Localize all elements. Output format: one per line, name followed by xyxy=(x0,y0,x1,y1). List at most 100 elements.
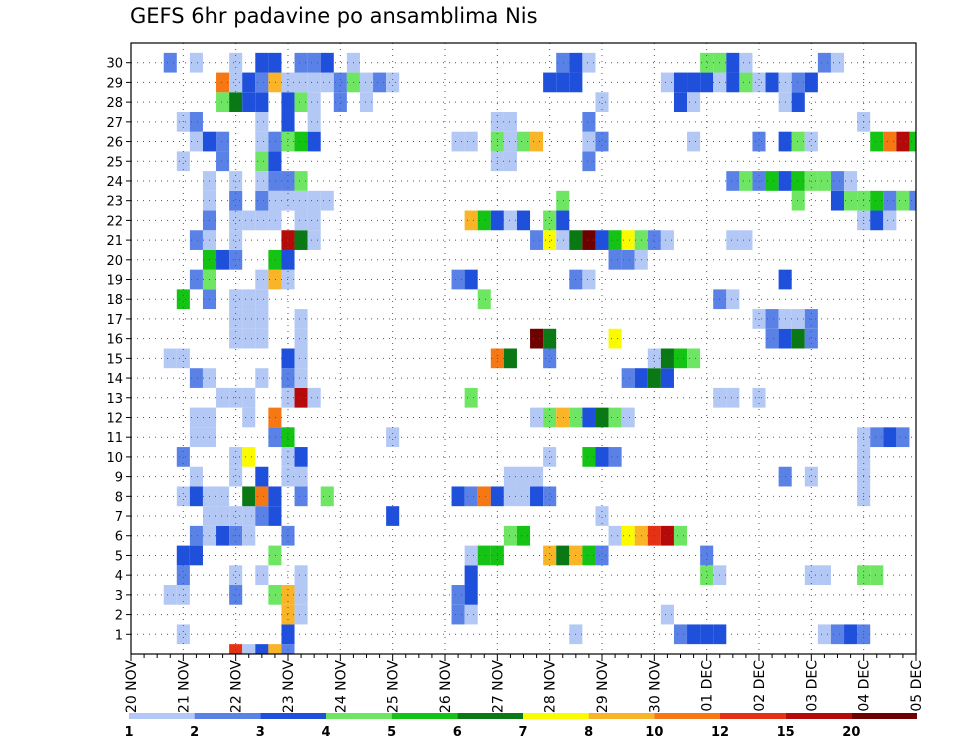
heatmap-cell xyxy=(307,210,321,231)
heatmap-cell xyxy=(294,604,308,625)
heatmap-cell xyxy=(791,171,805,191)
heatmap-cell xyxy=(687,131,701,152)
heatmap-cell xyxy=(242,525,256,546)
heatmap-cell xyxy=(647,368,661,388)
heatmap-cell xyxy=(739,52,753,73)
heatmap-cell xyxy=(608,447,622,467)
heatmap-cell xyxy=(582,230,596,250)
heatmap-cell xyxy=(294,131,308,152)
heatmap-cell xyxy=(595,545,609,566)
heatmap-cell xyxy=(660,230,674,250)
heatmap-cell xyxy=(621,230,635,250)
heatmap-cell xyxy=(608,230,622,250)
legend-label: 3 xyxy=(256,725,265,740)
legend-swatch xyxy=(391,713,458,719)
y-tick-label: 11 xyxy=(106,431,123,446)
heatmap-cell xyxy=(687,624,701,645)
heatmap-cell xyxy=(189,545,203,566)
heatmap-cell xyxy=(739,72,753,93)
heatmap-cell xyxy=(530,230,544,250)
heatmap-cell xyxy=(896,427,910,448)
legend-label: 5 xyxy=(387,725,396,740)
x-tick-label: 25 NOV xyxy=(386,660,402,714)
heatmap-cell xyxy=(595,92,609,112)
heatmap-cell xyxy=(516,210,531,231)
y-tick-label: 15 xyxy=(106,352,123,367)
heatmap-cell xyxy=(726,171,740,191)
y-tick-label: 12 xyxy=(106,411,123,426)
heatmap-cell xyxy=(530,328,544,349)
heatmap-cell xyxy=(242,644,256,654)
heatmap-cell xyxy=(294,72,308,93)
heatmap-cell xyxy=(791,328,805,349)
heatmap-cell xyxy=(530,407,544,428)
heatmap-cell xyxy=(242,387,256,408)
heatmap-cell xyxy=(307,230,321,250)
y-tick-label: 28 xyxy=(106,96,123,111)
heatmap-cell xyxy=(687,92,701,112)
y-tick-label: 29 xyxy=(106,76,123,91)
y-tick-label: 7 xyxy=(115,510,123,525)
heatmap-cell xyxy=(516,466,531,487)
heatmap-cell xyxy=(765,72,779,93)
heatmap-cell xyxy=(294,309,308,329)
legend-swatch xyxy=(260,713,326,719)
heatmap-cell xyxy=(543,407,557,428)
legend-label: 7 xyxy=(518,725,527,740)
heatmap-cell xyxy=(673,92,688,112)
heatmap-cell xyxy=(216,387,230,408)
heatmap-cell xyxy=(896,131,910,152)
heatmap-cell xyxy=(229,289,243,310)
heatmap-cell xyxy=(320,52,334,73)
heatmap-cell xyxy=(451,269,465,290)
heatmap-cell xyxy=(621,525,635,546)
heatmap-cell xyxy=(647,348,661,369)
heatmap-cell xyxy=(255,644,269,654)
heatmap-cell xyxy=(817,565,831,586)
heatmap-cell xyxy=(176,151,190,172)
heatmap-cell xyxy=(477,210,491,231)
heatmap-cell xyxy=(229,328,243,349)
heatmap-cell xyxy=(268,585,282,605)
heatmap-cell xyxy=(726,289,740,310)
legend-label: 15 xyxy=(777,725,795,740)
y-tick-label: 4 xyxy=(115,569,123,584)
heatmap-cell xyxy=(255,131,269,152)
heatmap-cell xyxy=(647,230,661,250)
heatmap-cell xyxy=(595,407,609,428)
legend-label: 1 xyxy=(124,725,133,740)
heatmap-cell xyxy=(189,486,203,507)
heatmap-cell xyxy=(333,92,347,112)
chart-title: GEFS 6hr padavine po ansamblima Nis xyxy=(130,4,538,28)
legend-label: 6 xyxy=(453,725,462,740)
heatmap-cell xyxy=(176,545,190,566)
y-tick-label: 21 xyxy=(106,234,123,249)
heatmap-cell xyxy=(176,486,190,507)
heatmap-cell xyxy=(844,171,858,191)
heatmap-cell xyxy=(503,131,517,152)
y-tick-label: 9 xyxy=(115,471,123,486)
heatmap-cell xyxy=(660,525,674,546)
heatmap-cell xyxy=(255,328,269,349)
heatmap-cell xyxy=(621,368,635,388)
heatmap-cell xyxy=(294,171,308,191)
heatmap-cell xyxy=(216,506,230,526)
heatmap-cell xyxy=(307,387,321,408)
heatmap-cell xyxy=(543,486,557,507)
heatmap-cell xyxy=(229,309,243,329)
heatmap-cell xyxy=(255,309,269,329)
heatmap-cell xyxy=(229,210,243,231)
x-tick-label: 30 NOV xyxy=(647,660,663,714)
heatmap-cell xyxy=(255,111,269,132)
heatmap-cell xyxy=(503,525,517,546)
heatmap-cell xyxy=(451,585,465,605)
heatmap-cell xyxy=(830,52,845,73)
heatmap-cell xyxy=(216,525,230,546)
heatmap-cell xyxy=(582,545,596,566)
heatmap-cell xyxy=(582,52,596,73)
heatmap-cell xyxy=(268,644,282,654)
y-tick-label: 20 xyxy=(106,254,123,269)
heatmap-cell xyxy=(909,190,916,211)
heatmap-cell xyxy=(216,72,230,93)
heatmap-cell xyxy=(543,328,557,349)
